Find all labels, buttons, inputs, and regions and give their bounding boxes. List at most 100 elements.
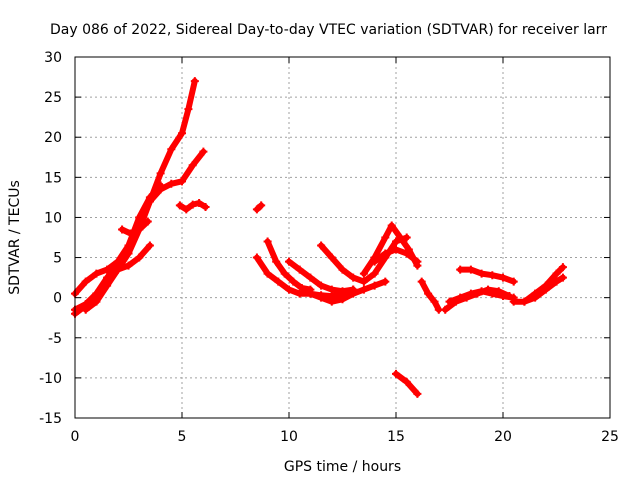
data-point bbox=[520, 297, 529, 306]
x-tick-label: 10 bbox=[280, 429, 298, 445]
data-point bbox=[456, 265, 465, 274]
series-arc-12 bbox=[306, 277, 390, 306]
data-point bbox=[195, 199, 204, 208]
chart-title: Day 086 of 2022, Sidereal Day-to-day VTE… bbox=[50, 22, 607, 38]
data-point bbox=[499, 273, 507, 282]
data-point bbox=[92, 269, 101, 278]
data-point bbox=[488, 289, 497, 298]
data-point bbox=[182, 205, 191, 214]
data-point bbox=[349, 273, 358, 282]
data-point bbox=[113, 265, 122, 274]
data-point bbox=[392, 237, 400, 246]
y-tick-label: -5 bbox=[48, 331, 62, 347]
data-point bbox=[295, 265, 304, 274]
series-arc-4 bbox=[81, 241, 154, 314]
series-arc-3 bbox=[71, 181, 165, 298]
data-point bbox=[190, 77, 199, 86]
data-point bbox=[430, 297, 439, 306]
data-point bbox=[103, 265, 112, 274]
data-point bbox=[306, 289, 315, 298]
data-point bbox=[295, 289, 304, 298]
data-point bbox=[317, 241, 326, 250]
data-point bbox=[392, 369, 400, 378]
data-point bbox=[370, 269, 379, 278]
data-point bbox=[466, 265, 475, 274]
data-point bbox=[178, 177, 186, 186]
data-point bbox=[285, 257, 293, 266]
data-point bbox=[531, 293, 540, 302]
data-point bbox=[466, 289, 475, 298]
series-arc-10 bbox=[285, 257, 358, 296]
data-point bbox=[167, 145, 176, 154]
data-point bbox=[285, 285, 293, 294]
data-point bbox=[381, 277, 390, 286]
x-axis-label: GPS time / hours bbox=[284, 459, 401, 475]
y-tick-label: 5 bbox=[53, 251, 62, 267]
data-point bbox=[188, 200, 197, 209]
data-point bbox=[396, 233, 405, 242]
series-arc-5 bbox=[118, 217, 152, 238]
series-arc-16 bbox=[417, 277, 443, 314]
y-tick-label: -10 bbox=[39, 371, 62, 387]
data-point bbox=[338, 265, 347, 274]
series-line bbox=[72, 182, 164, 297]
data-point bbox=[413, 389, 422, 398]
data-point bbox=[135, 213, 144, 222]
data-point bbox=[81, 305, 90, 314]
data-point bbox=[81, 277, 90, 286]
data-point bbox=[370, 281, 379, 290]
series-arc-11 bbox=[317, 233, 411, 286]
data-point bbox=[445, 297, 454, 306]
series-arc-9 bbox=[263, 237, 315, 294]
x-tick-label: 20 bbox=[494, 429, 512, 445]
data-point bbox=[349, 289, 358, 298]
data-point bbox=[387, 221, 396, 230]
data-point bbox=[558, 273, 567, 282]
data-point bbox=[327, 285, 336, 294]
data-point bbox=[272, 257, 281, 266]
data-point bbox=[370, 257, 379, 266]
x-tick-label: 5 bbox=[178, 429, 187, 445]
data-point bbox=[317, 293, 326, 302]
data-point bbox=[156, 181, 165, 190]
data-point bbox=[201, 203, 210, 212]
series-line bbox=[253, 254, 357, 300]
y-tick-label: 30 bbox=[44, 50, 62, 66]
series-line bbox=[457, 266, 517, 285]
data-point bbox=[552, 277, 561, 286]
data-point bbox=[274, 277, 283, 286]
data-point bbox=[167, 179, 176, 188]
x-tick-label: 25 bbox=[601, 429, 619, 445]
data-point bbox=[402, 249, 411, 258]
data-point bbox=[327, 297, 336, 306]
y-tick-label: -15 bbox=[39, 411, 62, 427]
data-point bbox=[424, 289, 433, 298]
data-point bbox=[156, 169, 165, 178]
data-point bbox=[297, 284, 306, 293]
axis-ticks: 0 5 10 15 20 25 -15 -10 -5 0 5 10 15 20 25 30 bbox=[39, 50, 619, 445]
data-point bbox=[188, 161, 197, 170]
data-point bbox=[145, 193, 154, 202]
series-arc-20 bbox=[509, 263, 567, 306]
data-point bbox=[359, 285, 368, 294]
data-point bbox=[263, 269, 272, 278]
y-tick-label: 20 bbox=[44, 130, 62, 146]
data-point bbox=[135, 225, 144, 234]
data-point bbox=[317, 281, 326, 290]
series-line bbox=[418, 278, 442, 313]
y-tick-label: 25 bbox=[44, 90, 62, 106]
data-point bbox=[327, 253, 336, 262]
data-point bbox=[558, 263, 567, 272]
data-point bbox=[477, 287, 486, 296]
data-point bbox=[402, 377, 411, 386]
data-point bbox=[252, 205, 261, 214]
grid-lines bbox=[75, 57, 610, 418]
data-point bbox=[509, 277, 518, 286]
data-point bbox=[143, 217, 152, 226]
y-tick-label: 15 bbox=[44, 170, 62, 186]
data-point bbox=[126, 229, 135, 238]
x-tick-label: 0 bbox=[71, 429, 80, 445]
x-tick-label: 15 bbox=[387, 429, 405, 445]
data-point bbox=[113, 257, 122, 266]
